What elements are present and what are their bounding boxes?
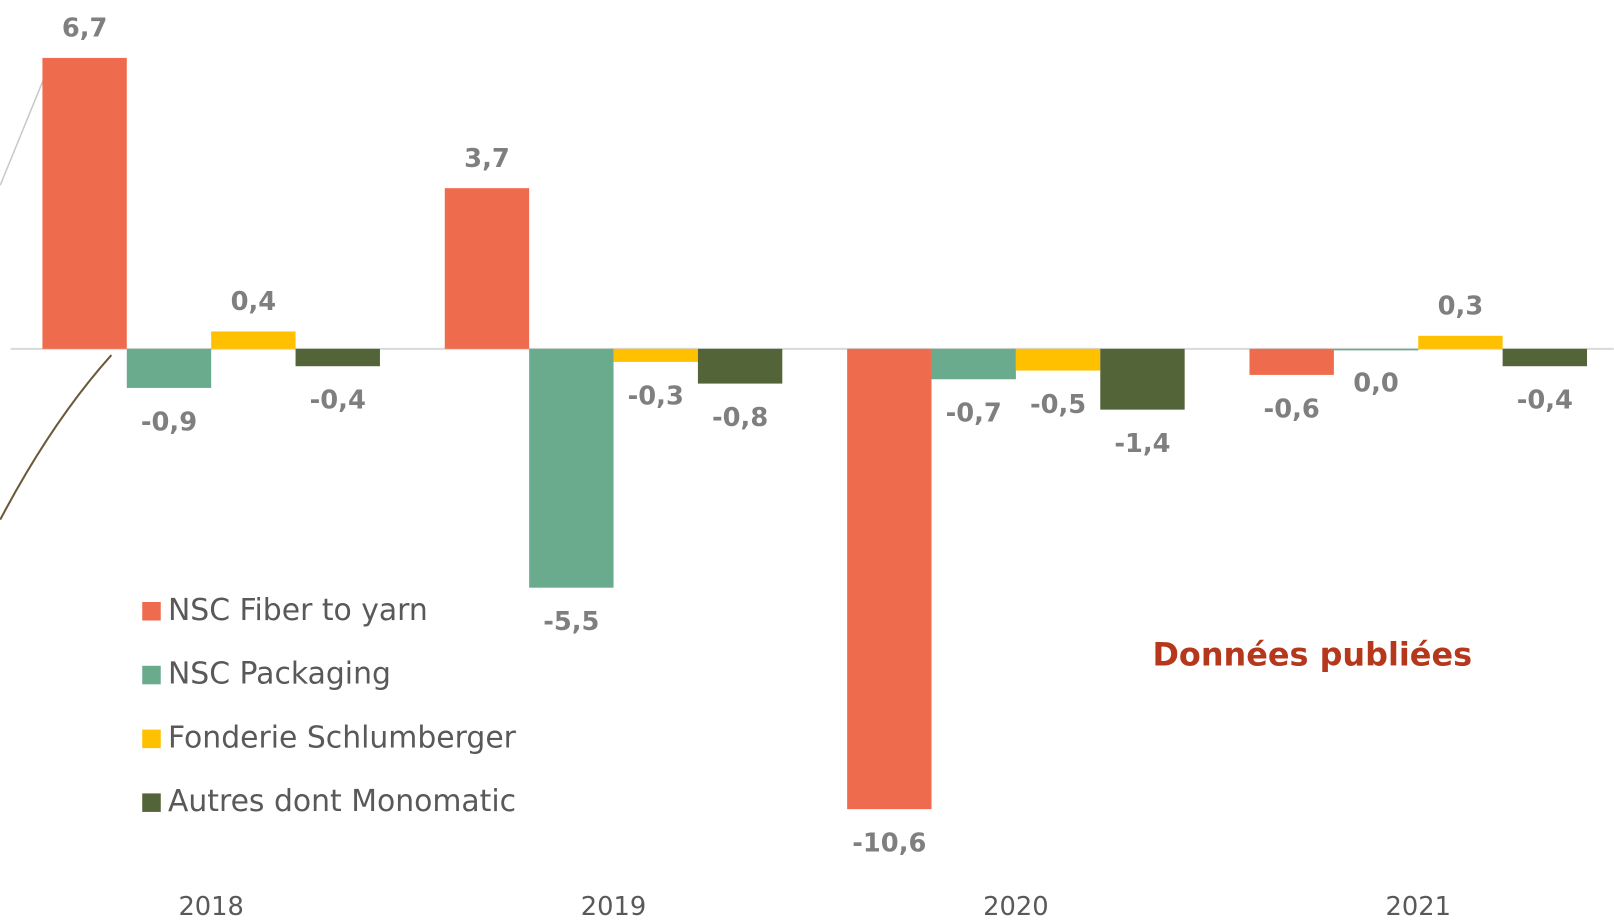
data-label: 0,4	[231, 287, 277, 317]
bar	[1100, 348, 1185, 410]
bar	[295, 348, 380, 367]
data-label: -0,4	[310, 386, 366, 416]
bar	[1015, 348, 1101, 371]
data-label: -0,4	[1517, 386, 1573, 416]
data-label: 6,7	[62, 14, 108, 44]
bar	[126, 348, 212, 388]
legend-label: Fonderie Schlumberger	[168, 720, 517, 755]
data-label: 0,0	[1353, 368, 1399, 398]
bar	[211, 331, 296, 349]
annotation: Données publiées	[1152, 636, 1472, 674]
legend-label: Autres dont Monomatic	[168, 784, 516, 819]
data-label: -0,9	[141, 407, 197, 437]
legend-swatch	[142, 729, 161, 749]
bar	[1333, 348, 1419, 351]
x-tick-label: 2019	[581, 892, 646, 921]
data-label: 0,3	[1438, 292, 1484, 322]
data-label: -0,6	[1264, 394, 1320, 424]
decor-line	[0, 71, 48, 186]
bar	[444, 188, 530, 349]
x-tick-label: 2018	[178, 892, 243, 921]
bar	[1502, 348, 1588, 367]
bar	[1418, 335, 1503, 349]
bar	[847, 348, 932, 810]
data-label: -0,3	[628, 381, 684, 411]
bar	[1249, 348, 1334, 375]
legend-swatch	[142, 601, 161, 621]
bar	[613, 348, 698, 362]
data-label: -10,6	[852, 829, 926, 859]
data-label: -0,7	[946, 399, 1002, 429]
data-label: 3,7	[464, 144, 510, 174]
legend-swatch	[142, 665, 161, 685]
bar	[697, 348, 783, 384]
data-label: -0,8	[712, 403, 768, 433]
data-label: -0,5	[1030, 390, 1086, 420]
bar	[931, 348, 1016, 380]
data-label: -1,4	[1114, 429, 1170, 459]
bar	[529, 348, 614, 588]
legend-label: NSC Fiber to yarn	[168, 593, 428, 628]
decor-curve	[0, 354, 113, 521]
x-tick-label: 2021	[1386, 892, 1451, 921]
bar	[42, 57, 127, 349]
legend-swatch	[142, 793, 161, 812]
data-label: -5,5	[543, 607, 599, 637]
legend-label: NSC Packaging	[168, 657, 391, 692]
x-tick-label: 2020	[983, 892, 1048, 921]
